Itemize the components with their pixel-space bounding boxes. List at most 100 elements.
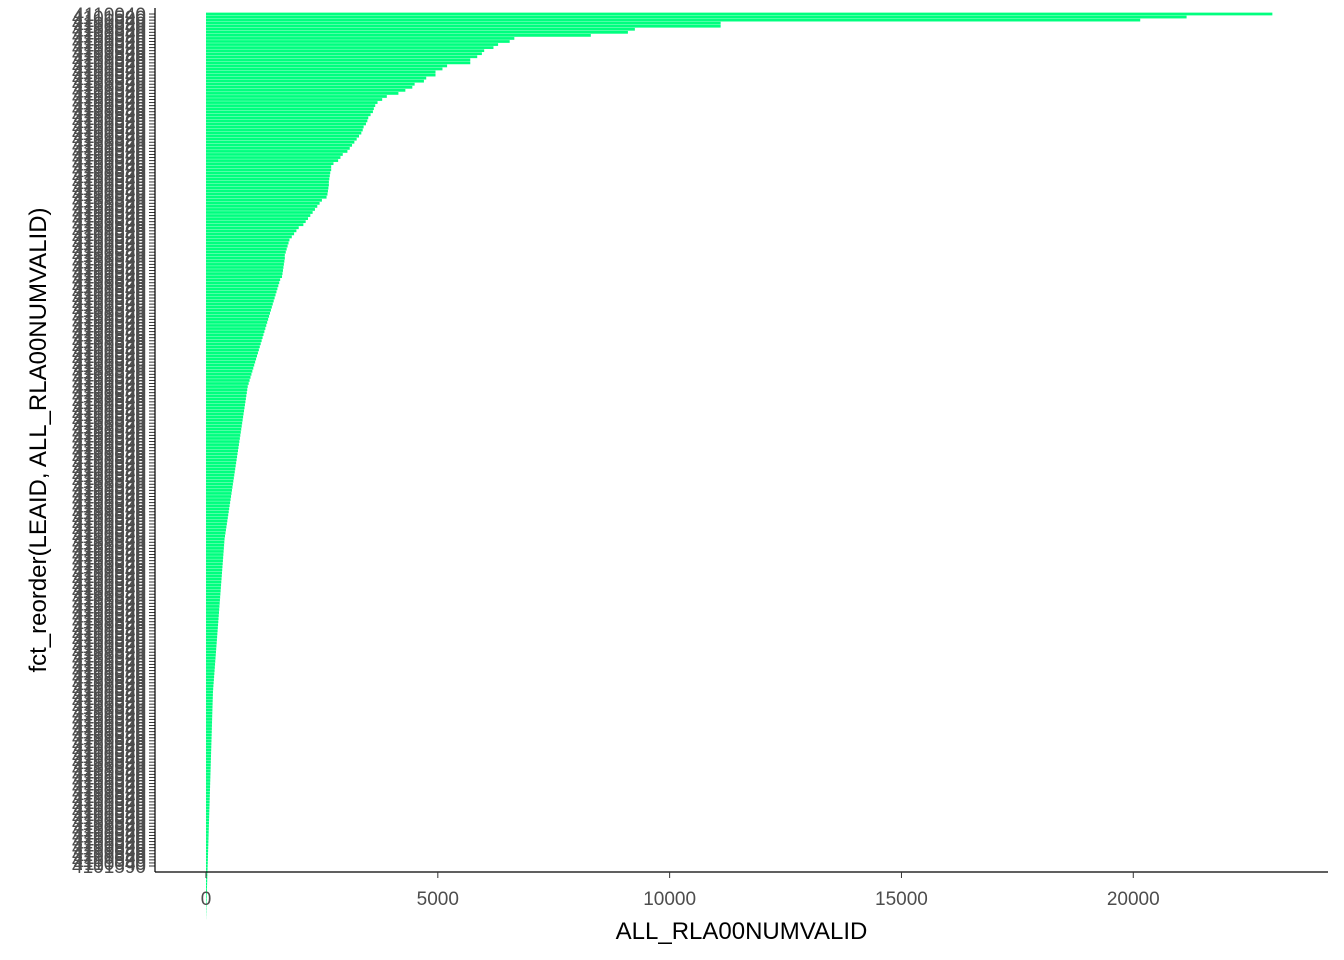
bar — [206, 559, 223, 562]
y-tick-label: 4101590 — [72, 210, 146, 231]
bar — [206, 55, 478, 59]
y-tick-label: 4101590 — [72, 503, 146, 524]
y-tick-label: 4101590 — [72, 600, 146, 621]
y-tick-label: 4101590 — [72, 81, 146, 102]
y-tick-label: 4101590 — [72, 796, 146, 817]
bar — [206, 495, 232, 498]
bar — [206, 788, 210, 792]
bar — [206, 461, 237, 465]
y-tick-label: 4101590 — [72, 124, 146, 145]
y-tick-label: 4110040 — [73, 652, 146, 673]
y-tick-label: 4110040 — [73, 573, 146, 594]
bar — [206, 134, 359, 138]
bar — [206, 256, 285, 260]
bar — [206, 61, 471, 65]
bar — [206, 446, 239, 450]
y-tick-label: 4110040 — [73, 60, 146, 81]
y-tick-label: 4110040 — [73, 200, 146, 221]
bar — [206, 540, 225, 544]
bar — [206, 281, 280, 285]
bar — [206, 476, 234, 480]
y-tick-label: 4110040 — [73, 249, 146, 270]
bar — [206, 525, 227, 529]
bar — [206, 342, 261, 346]
y-tick-label: 4110040 — [73, 720, 146, 741]
y-tick-label: 4101590 — [72, 362, 146, 383]
x-axis-ticks — [205, 872, 1134, 878]
y-tick-label: 4110040 — [73, 805, 146, 826]
y-tick-label: 4101590 — [72, 320, 146, 341]
y-tick-label: 4110040 — [73, 585, 146, 606]
y-tick-label: 4101590 — [72, 161, 146, 182]
y-tick-label: 4110040 — [73, 262, 146, 283]
y-tick-label: 4101590 — [72, 668, 146, 689]
bar — [206, 800, 210, 804]
y-tick-label: 4110040 — [73, 133, 146, 154]
bar — [206, 705, 213, 709]
y-tick-label: 4110040 — [73, 518, 146, 539]
bar — [206, 259, 285, 263]
y-tick-label: 4101590 — [72, 136, 146, 157]
bar — [206, 818, 210, 822]
bar — [206, 879, 208, 883]
bar — [206, 892, 207, 895]
bar — [206, 843, 209, 846]
bar — [206, 748, 212, 752]
y-tick-label: 4101590 — [72, 564, 146, 585]
y-tick-label: 4101590 — [72, 283, 146, 304]
y-tick-label: 4110040 — [73, 42, 146, 63]
y-tick-label: 4110040 — [73, 182, 146, 203]
bar — [206, 821, 209, 825]
bar — [206, 714, 213, 718]
y-tick-label: 4101590 — [72, 497, 146, 518]
bar — [206, 840, 209, 843]
y-tick-label: 4101590 — [72, 478, 146, 499]
bar — [206, 739, 212, 743]
y-tick-label: 4110040 — [73, 451, 146, 472]
bar — [206, 321, 268, 324]
bar — [206, 21, 721, 25]
bar — [206, 889, 207, 892]
bar — [206, 669, 215, 672]
bar — [206, 430, 241, 434]
bar — [206, 504, 230, 508]
y-tick-label: 4101590 — [72, 771, 146, 792]
y-tick-label: 4110040 — [73, 152, 146, 173]
bar — [206, 278, 281, 282]
y-tick-label: 4110040 — [73, 665, 146, 686]
y-tick-label: 4110040 — [73, 231, 146, 252]
bar — [206, 730, 212, 734]
bar — [206, 595, 221, 599]
bar — [206, 675, 215, 679]
bar — [206, 501, 231, 504]
y-tick-label: 4110040 — [73, 414, 146, 435]
y-tick-label: 4110040 — [73, 768, 146, 789]
bar — [206, 873, 208, 877]
y-tick-label: 4110040 — [73, 530, 146, 551]
y-tick-label: 4110040 — [73, 848, 146, 869]
bar — [206, 510, 229, 514]
y-tick-label: 4110040 — [73, 188, 146, 209]
bar — [206, 886, 208, 889]
bar — [206, 73, 436, 77]
bar — [206, 177, 330, 181]
bar — [206, 849, 209, 853]
y-tick-label: 4101590 — [72, 301, 146, 322]
bar — [206, 568, 223, 572]
bar — [206, 660, 216, 663]
y-tick-label: 4101590 — [72, 717, 146, 738]
bar — [206, 809, 210, 813]
bar — [206, 467, 236, 471]
y-tick-label: 4101590 — [72, 613, 146, 634]
bar — [206, 363, 255, 367]
bar — [206, 318, 269, 321]
y-tick-label: 4110040 — [73, 365, 146, 386]
bar — [206, 837, 209, 840]
y-tick-label: 4101590 — [72, 607, 146, 628]
bar — [206, 101, 378, 104]
y-tick-label: 4110040 — [73, 341, 146, 362]
y-tick-label: 4110040 — [73, 744, 146, 765]
bar — [206, 64, 448, 68]
x-axis-title: ALL_RLA00NUMVALID — [616, 918, 868, 945]
bar — [206, 718, 213, 721]
